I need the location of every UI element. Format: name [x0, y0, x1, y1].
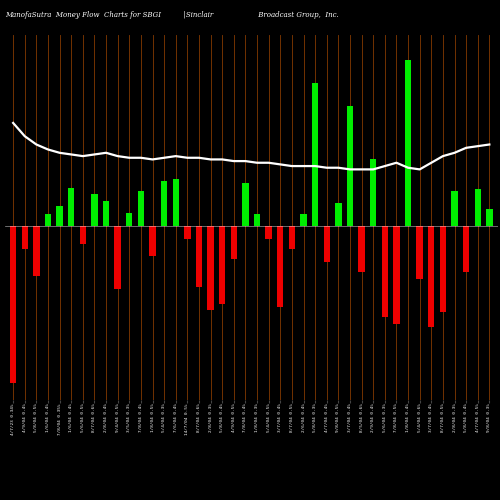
- Bar: [56, 206, 63, 226]
- Bar: [428, 226, 434, 327]
- Bar: [452, 191, 458, 226]
- Bar: [335, 202, 342, 226]
- Bar: [242, 182, 248, 226]
- Bar: [266, 226, 272, 239]
- Bar: [45, 214, 51, 226]
- Text: ManofaSutra  Money Flow  Charts for SBGI          |Sinclair                    B: ManofaSutra Money Flow Charts for SBGI |…: [5, 11, 339, 19]
- Bar: [440, 226, 446, 312]
- Bar: [474, 190, 481, 226]
- Bar: [91, 194, 98, 226]
- Bar: [161, 181, 168, 226]
- Bar: [347, 106, 353, 226]
- Bar: [208, 226, 214, 310]
- Bar: [33, 226, 40, 276]
- Bar: [80, 226, 86, 244]
- Bar: [288, 226, 295, 249]
- Bar: [254, 214, 260, 226]
- Bar: [370, 160, 376, 226]
- Bar: [300, 214, 306, 226]
- Bar: [196, 226, 202, 287]
- Bar: [486, 209, 492, 226]
- Bar: [138, 191, 144, 226]
- Bar: [22, 226, 28, 249]
- Bar: [277, 226, 283, 307]
- Bar: [312, 83, 318, 226]
- Bar: [358, 226, 365, 272]
- Bar: [405, 60, 411, 226]
- Bar: [324, 226, 330, 262]
- Bar: [219, 226, 226, 304]
- Bar: [172, 180, 179, 226]
- Bar: [126, 212, 132, 226]
- Bar: [463, 226, 469, 272]
- Bar: [114, 226, 121, 289]
- Bar: [416, 226, 423, 279]
- Bar: [184, 226, 190, 239]
- Bar: [10, 226, 16, 384]
- Bar: [382, 226, 388, 317]
- Bar: [103, 201, 109, 226]
- Bar: [68, 188, 74, 226]
- Bar: [150, 226, 156, 256]
- Bar: [394, 226, 400, 324]
- Bar: [230, 226, 237, 259]
